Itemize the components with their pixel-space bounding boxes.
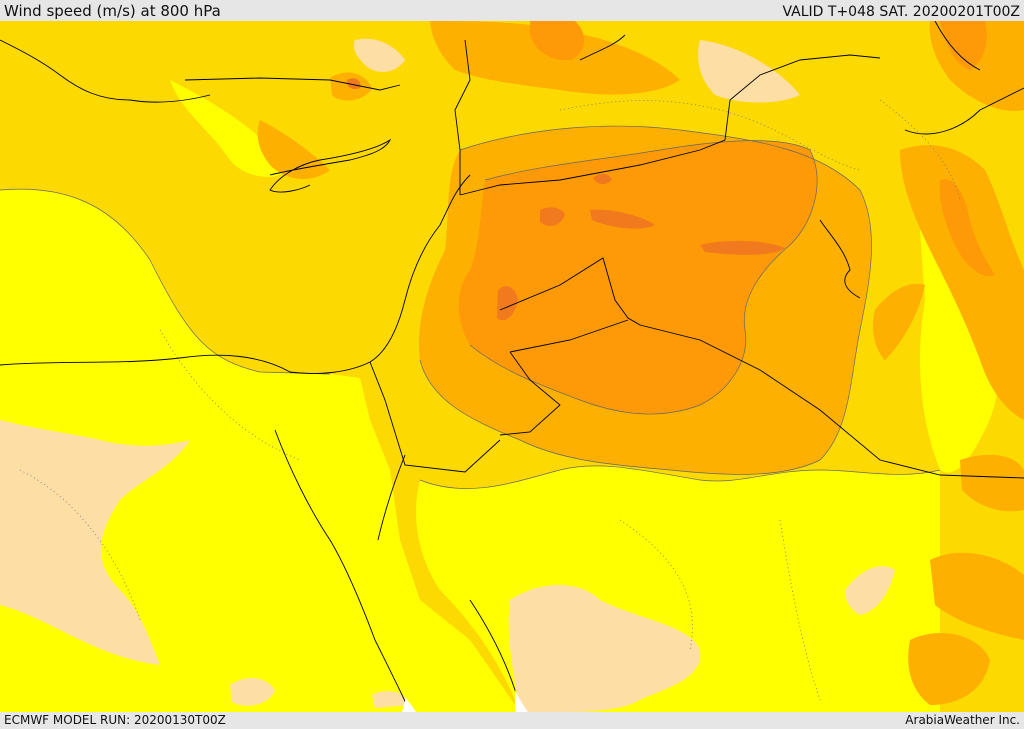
- wind-zone-light-ne: [698, 40, 800, 103]
- wind-zone-moderate-e: [900, 145, 1024, 421]
- water-gulf-2: [402, 698, 416, 712]
- wind-zone-light-e2: [230, 678, 275, 706]
- wind-zone-max-4: [497, 286, 518, 321]
- wind-zone-light-sw: [0, 420, 190, 665]
- wind-zone-strong-ne: [940, 21, 987, 70]
- wind-zone-moderate-se: [960, 454, 1024, 512]
- wind-zone-moderate-streak: [873, 283, 925, 360]
- solid-contours: [0, 125, 941, 489]
- wind-zone-calm-strip: [170, 80, 285, 177]
- wind-zone-calm-west: [0, 189, 520, 712]
- wind-zone-moderate-nw: [257, 120, 330, 180]
- wind-zone-light-e: [845, 566, 895, 615]
- wind-zone-moderate-sse: [930, 552, 1024, 640]
- wind-zone-max-1: [540, 207, 565, 226]
- wind-zone-strong-e: [939, 179, 995, 276]
- wind-zone-max-3: [700, 240, 785, 255]
- wind-speed-map: [0, 21, 1024, 712]
- credit: ArabiaWeather Inc.: [905, 713, 1020, 727]
- wind-zone-max-6: [346, 78, 361, 90]
- coastlines: [0, 21, 1024, 712]
- map-title: Wind speed (m/s) at 800 hPa: [4, 2, 221, 20]
- wind-zone-max-5: [593, 174, 612, 185]
- wind-zone-light-n: [353, 38, 405, 72]
- country-borders: [184, 39, 1024, 479]
- wind-zone-moderate-s: [908, 632, 990, 705]
- model-run: ECMWF MODEL RUN: 20200130T00Z: [4, 713, 226, 727]
- footer-bar: ECMWF MODEL RUN: 20200130T00Z ArabiaWeat…: [0, 712, 1024, 729]
- wind-zone-strong-n: [530, 21, 585, 61]
- valid-time: VALID T+048 SAT. 20200201T00Z: [782, 4, 1020, 20]
- water-gulf: [515, 690, 528, 712]
- wind-zone-light-e3: [372, 691, 410, 708]
- header-bar: Wind speed (m/s) at 800 hPa VALID T+048 …: [0, 0, 1024, 21]
- wind-zone-max-2: [590, 209, 655, 229]
- wind-zone-light-se: [508, 585, 701, 712]
- dotted-contours: [19, 99, 961, 701]
